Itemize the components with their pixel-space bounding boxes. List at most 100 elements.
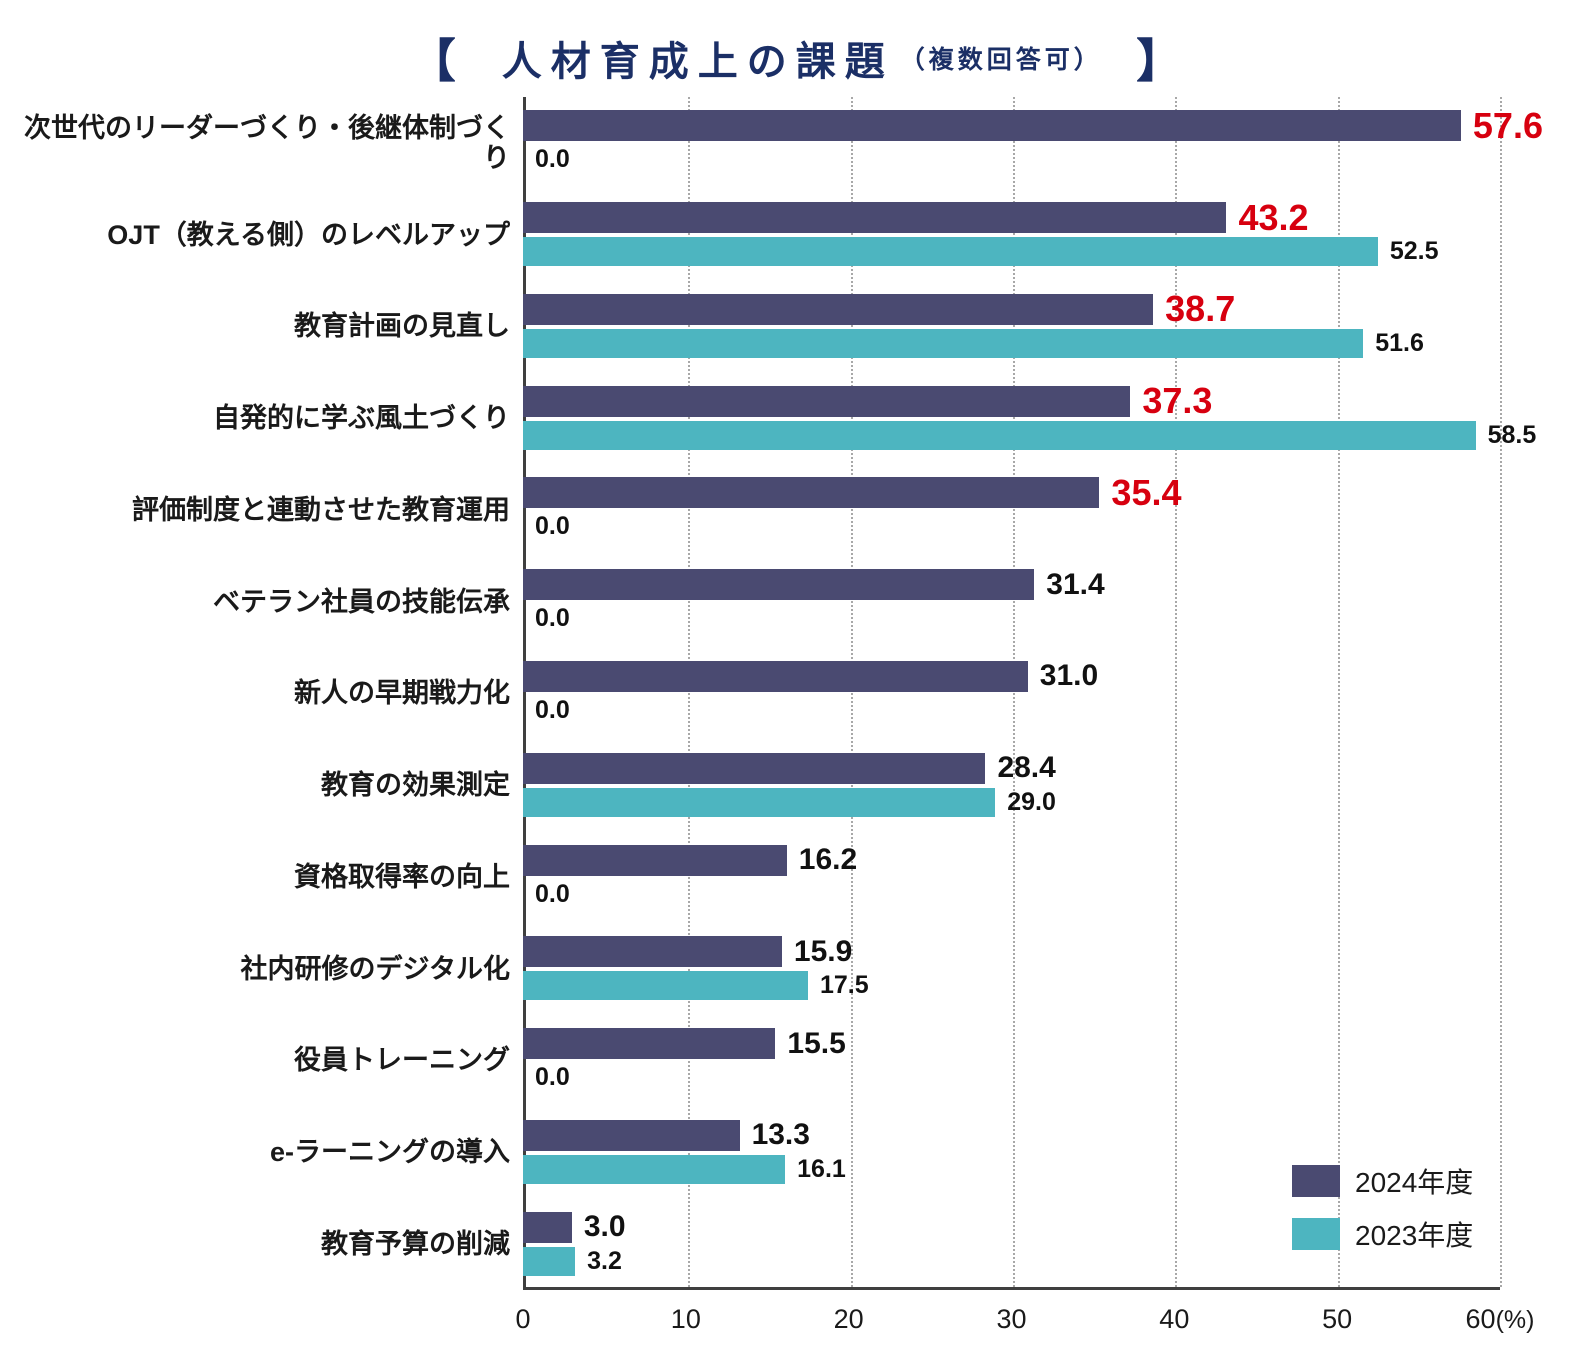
value-label-2023: 51.6: [1375, 328, 1424, 357]
bar-2023: [523, 787, 996, 817]
category-label: 教育の効果測定: [321, 770, 510, 801]
value-label-2024: 43.2: [1238, 196, 1309, 238]
category-row: 役員トレーニング 15.5 0.0: [0, 1015, 1592, 1107]
category-label: 新人の早期戦力化: [294, 678, 510, 709]
bar-2024: [523, 936, 782, 968]
x-tick-50: 50: [1322, 1304, 1353, 1334]
category-label: 自発的に学ぶ風土づくり: [213, 403, 510, 434]
horizontal-bar-chart: 次世代のリーダーづくり・後継体制づくり 57.6 0.0 OJT（教える側）のレベルア…: [0, 97, 1592, 1350]
chart-title-main: 人材育成上の課題: [501, 40, 894, 85]
category-row: e-ラーニングの導入 13.3 16.1: [0, 1106, 1592, 1198]
bar-line-2023: 52.5: [523, 236, 1500, 267]
category-label: e-ラーニングの導入: [269, 1137, 510, 1168]
bar-line-2023: 0.0: [523, 511, 1500, 542]
legend-swatch-2023年度: [1292, 1218, 1340, 1250]
value-label-2024: 3.0: [583, 1210, 626, 1244]
bar-line-2023: 16.1: [523, 1154, 1500, 1185]
category-label: OJT（教える側）のレベルアップ: [107, 219, 510, 250]
bar-line-2024: 37.3: [523, 380, 1500, 421]
value-label-2023-zero: 0.0: [535, 1063, 570, 1092]
bar-line-2023: 0.0: [523, 695, 1500, 726]
bar-2024: [523, 110, 1461, 142]
value-label-2023: 58.5: [1487, 420, 1537, 449]
bar-pair: 15.9 17.5: [523, 934, 1500, 1001]
bar-pair: 38.7 51.6: [523, 288, 1500, 359]
value-label-2023-zero: 0.0: [535, 145, 570, 174]
legend-swatch-2024年度: [1292, 1165, 1340, 1197]
gridline-50: [1337, 97, 1340, 1287]
bar-pair: 13.3 16.1: [523, 1118, 1500, 1185]
category-row: ベテラン社員の技能伝承 31.4 0.0: [0, 556, 1592, 648]
gridline-40: [1175, 97, 1178, 1287]
bar-pair: 28.4 29.0: [523, 751, 1500, 818]
value-label-2024: 37.3: [1142, 380, 1213, 422]
bar-2023: [523, 328, 1364, 358]
bar-2024: [523, 1211, 572, 1243]
bar-pair: 31.4 0.0: [523, 568, 1500, 634]
category-label: 役員トレーニング: [294, 1045, 510, 1076]
bar-line-2024: 31.4: [523, 568, 1500, 601]
value-label-2023: 3.2: [587, 1246, 622, 1275]
legend-label: 2024年度: [1355, 1167, 1474, 1198]
value-label-2023-zero: 0.0: [535, 604, 570, 633]
value-label-2024: 31.0: [1039, 659, 1099, 693]
category-row: 自発的に学ぶ風土づくり 37.3 58.5: [0, 372, 1592, 464]
value-label-2023-zero: 0.0: [535, 512, 570, 541]
bar-pair: 31.0 0.0: [523, 659, 1500, 726]
bar-line-2023: 0.0: [523, 144, 1500, 175]
bar-rows: 次世代のリーダーづくり・後継体制づくり 57.6 0.0 OJT（教える側）のレベルア…: [0, 97, 1592, 1290]
bar-pair: 43.2 52.5: [523, 197, 1500, 267]
value-label-2023-zero: 0.0: [535, 695, 570, 724]
category-label: 教育予算の削減: [321, 1228, 510, 1259]
category-row: 資格取得率の向上 16.2 0.0: [0, 831, 1592, 923]
bar-line-2024: 31.0: [523, 659, 1500, 693]
category-row: 社内研修のデジタル化 15.9 17.5: [0, 923, 1592, 1015]
x-tick-20: 20: [833, 1304, 864, 1334]
bar-line-2023: 3.2: [523, 1246, 1500, 1277]
category-label: 教育計画の見直し: [294, 311, 510, 342]
category-label: ベテラン社員の技能伝承: [213, 586, 510, 617]
bar-2024: [523, 1028, 776, 1060]
bar-2023: [523, 420, 1476, 450]
bar-2023: [523, 1246, 576, 1276]
bar-line-2024: 28.4: [523, 751, 1500, 784]
x-axis: 0 10 20 30 40 50 60(%): [515, 1290, 1534, 1345]
bar-2024: [523, 293, 1154, 325]
value-label-2023: 17.5: [819, 971, 869, 1000]
category-row: 教育計画の見直し 38.7 51.6: [0, 281, 1592, 373]
gridline-20: [850, 97, 853, 1287]
category-row: 新人の早期戦力化 31.0 0.0: [0, 648, 1592, 740]
gridline-60: [1500, 97, 1502, 1287]
bar-2024: [523, 844, 787, 876]
gridline-30: [1013, 97, 1015, 1287]
bar-2024: [523, 385, 1131, 417]
bar-pair: 16.2 0.0: [523, 843, 1500, 910]
bar-2023: [523, 971, 808, 1001]
category-row: OJT（教える側）のレベルアップ 43.2 52.5: [0, 189, 1592, 281]
legend-item: 2024年度: [1292, 1161, 1473, 1201]
category-label: 資格取得率の向上: [294, 861, 510, 892]
title-bracket-right: 】: [1136, 35, 1183, 88]
bar-2023: [523, 237, 1378, 267]
bar-line-2024: 15.5: [523, 1027, 1500, 1060]
category-label: 評価制度と連動させた教育運用: [132, 494, 510, 525]
bar-2024: [523, 202, 1227, 234]
gridline-10: [688, 97, 691, 1287]
value-label-2024: 35.4: [1111, 471, 1182, 513]
value-label-2023-zero: 0.0: [535, 879, 570, 908]
value-label-2024: 57.6: [1472, 104, 1543, 146]
bar-2024: [523, 477, 1100, 509]
bar-line-2024: 57.6: [523, 105, 1543, 146]
bar-line-2024: 15.9: [523, 934, 1500, 968]
bar-2024: [523, 660, 1028, 692]
x-axis-unit: (%): [1495, 1306, 1535, 1334]
bar-pair: 35.4 0.0: [523, 472, 1500, 542]
category-row: 評価制度と連動させた教育運用 35.4 0.0: [0, 464, 1592, 556]
bar-2024: [523, 569, 1035, 601]
plot-area: [523, 97, 1502, 1290]
category-label: 社内研修のデジタル化: [240, 953, 510, 984]
x-tick-0: 0: [515, 1304, 531, 1334]
value-label-2024: 15.9: [793, 934, 853, 968]
bar-line-2024: 43.2: [523, 197, 1500, 238]
chart-title: 【人材育成上の課題 （複数回答可） 】: [0, 21, 1592, 91]
